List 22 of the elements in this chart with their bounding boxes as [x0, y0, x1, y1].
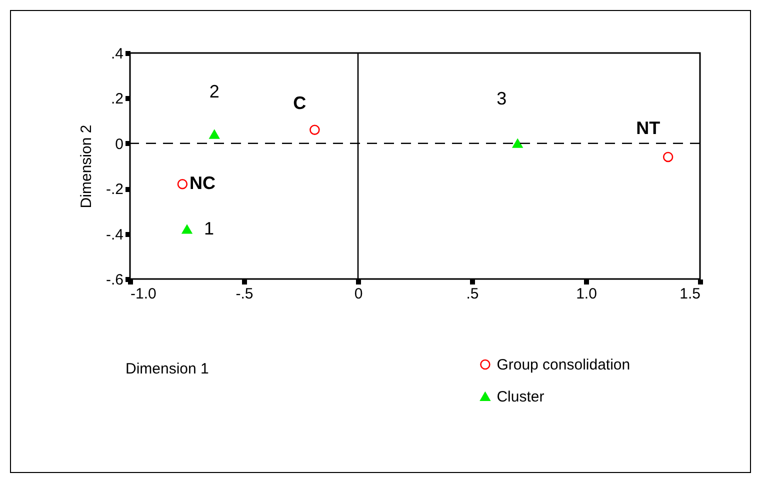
legend-label: Group consolidation	[496, 356, 630, 374]
annotation: 1	[204, 218, 214, 238]
annotation: C	[293, 92, 306, 113]
x-tick-label: -1.0	[130, 286, 156, 302]
x-tick-label: .5	[466, 286, 479, 302]
x-tick-label: 1.5	[680, 286, 700, 302]
y-tick-label: .2	[110, 90, 124, 108]
annotation: 2	[209, 81, 220, 102]
y-tick-label: .4	[110, 46, 124, 62]
legend-label: Cluster	[496, 388, 544, 406]
annotation: 3	[496, 88, 507, 108]
x-tick-label: -.5	[236, 286, 254, 302]
x-axis-title: Dimension 1	[126, 360, 209, 378]
annotation: NC	[189, 173, 216, 194]
y-tick-label: -.2	[106, 181, 124, 198]
x-tick-label: 0	[354, 286, 363, 302]
y-axis-title: Dimension 2	[78, 124, 95, 208]
y-tick-label: 0	[115, 136, 124, 153]
y-tick-label: -.6	[106, 272, 124, 288]
annotation: NT	[636, 118, 660, 138]
y-tick-label: -.4	[106, 226, 124, 244]
x-tick-label: 1.0	[576, 286, 597, 302]
